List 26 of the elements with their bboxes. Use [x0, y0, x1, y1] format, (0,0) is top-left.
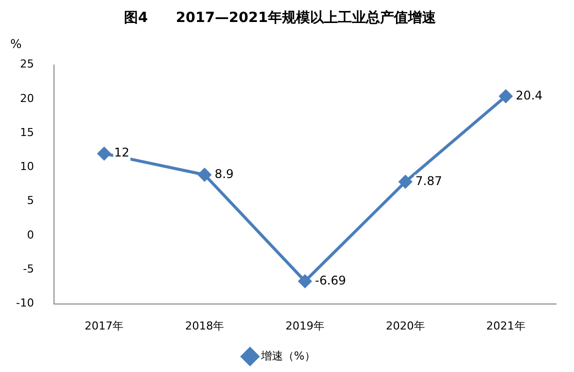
y-axis-title: %: [10, 36, 22, 51]
data-label: 7.87: [415, 174, 442, 188]
y-tick-label: -5: [23, 262, 34, 276]
x-tick-label: 2017年: [84, 319, 124, 332]
y-tick-label: 5: [26, 194, 34, 208]
data-label: 20.4: [516, 88, 543, 102]
y-tick-label: 20: [20, 92, 34, 105]
x-tick-label: 2018年: [185, 319, 224, 332]
point: [398, 175, 412, 188]
x-tick-label: 2020年: [386, 319, 425, 332]
y-tick-label: 15: [20, 126, 34, 139]
point: [499, 90, 512, 103]
y-tick-label: 0: [26, 228, 34, 242]
point: [298, 274, 312, 288]
y-tick-label: 25: [20, 58, 34, 71]
point: [198, 168, 212, 182]
data-label: 8.9: [214, 166, 234, 181]
data-label: 12: [114, 146, 130, 160]
x-tick-label: 2019年: [285, 319, 324, 332]
data-label: -6.69: [314, 273, 346, 288]
chart-title: 图4 2017—2021年规模以上工业总产值增速: [124, 9, 437, 26]
y-tick-label: -10: [16, 296, 34, 310]
x-tick-label: 2021年: [486, 319, 526, 332]
y-tick-label: 10: [20, 160, 34, 174]
legend-label: 增速（%）: [260, 349, 316, 362]
point: [98, 147, 111, 160]
